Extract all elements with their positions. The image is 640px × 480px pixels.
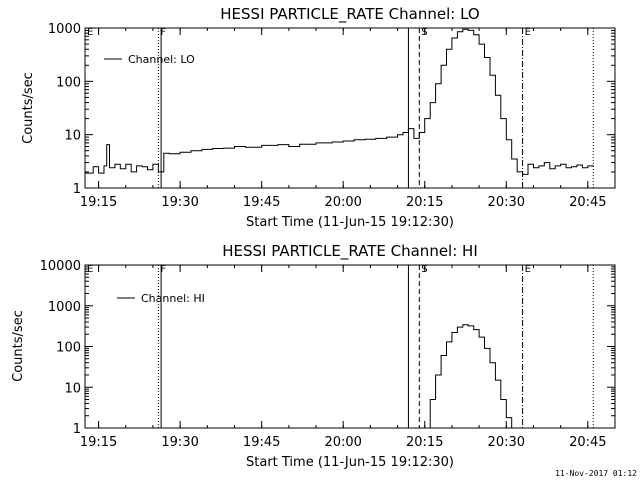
y-tick-label: 10000: [40, 259, 81, 274]
y-tick-label: 1000: [48, 300, 81, 315]
event-marker-label: E: [525, 27, 531, 38]
chart-title-lo: HESSI PARTICLE_RATE Channel: LO: [220, 5, 479, 24]
series-line: [424, 324, 513, 429]
y-tick-label: 1000: [48, 22, 81, 37]
y-axis-label-lo: Counts/sec: [21, 72, 36, 144]
chart-title-hi: HESSI PARTICLE_RATE Channel: HI: [222, 242, 478, 261]
x-tick-label: 20:45: [569, 195, 606, 210]
chart-panel-lo: HESSI PARTICLE_RATE Channel: LO Start Ti…: [21, 5, 616, 230]
y-axis-label-hi: Counts/sec: [11, 310, 26, 382]
y-tick-label: 10: [64, 129, 81, 144]
event-marker-label: F: [160, 264, 166, 275]
series-line: [85, 28, 594, 175]
event-marker-label: F: [160, 27, 166, 38]
legend-label-hi: Channel: HI: [141, 292, 205, 305]
y-tick-label: 100: [56, 75, 81, 90]
event-marker-label: E: [87, 27, 93, 38]
x-tick-label: 20:30: [488, 195, 525, 210]
x-tick-label: 19:30: [161, 435, 198, 450]
x-tick-label: 20:00: [324, 195, 361, 210]
x-tick-label: 19:45: [243, 195, 280, 210]
x-tick-label: 19:30: [161, 195, 198, 210]
plot-frame: [84, 27, 616, 189]
event-marker-label: S: [421, 27, 427, 38]
x-tick-label: 20:15: [406, 195, 443, 210]
footer-timestamp: 11-Nov-2017 01:12: [555, 469, 637, 478]
y-tick-label: 100: [56, 341, 81, 356]
y-tick-label: 1: [73, 422, 81, 437]
x-tick-label: 19:15: [80, 435, 117, 450]
x-tick-label: 19:15: [80, 195, 117, 210]
event-marker-label: S: [421, 264, 427, 275]
y-tick-label: 10: [64, 381, 81, 396]
x-tick-label: 20:00: [324, 435, 361, 450]
x-tick-label: 19:45: [243, 435, 280, 450]
chart-panel-hi: HESSI PARTICLE_RATE Channel: HI Start Ti…: [11, 242, 616, 470]
x-tick-label: 20:45: [569, 435, 606, 450]
x-tick-label: 20:15: [406, 435, 443, 450]
x-axis-label-lo: Start Time (11-Jun-15 19:12:30): [246, 215, 454, 230]
event-marker-label: E: [87, 264, 93, 275]
event-marker-label: E: [525, 264, 531, 275]
y-tick-label: 1: [73, 182, 81, 197]
x-tick-label: 20:30: [488, 435, 525, 450]
x-axis-label-hi: Start Time (11-Jun-15 19:12:30): [246, 455, 454, 470]
